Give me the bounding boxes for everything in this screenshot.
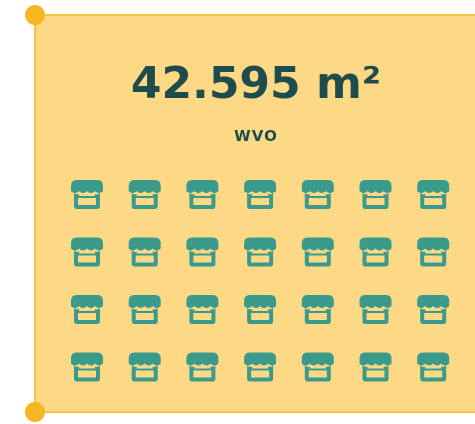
corner-dot [25, 5, 45, 25]
title: 42.595 m² [131, 58, 381, 109]
card [34, 14, 475, 413]
subtitle: WVO [234, 127, 278, 145]
corner-dot [25, 402, 45, 422]
